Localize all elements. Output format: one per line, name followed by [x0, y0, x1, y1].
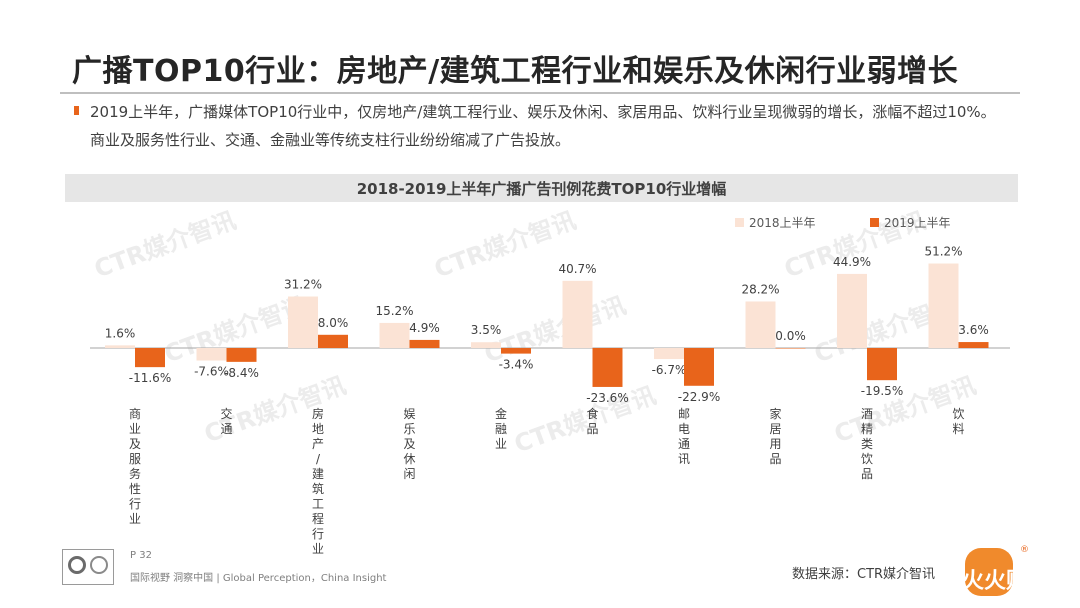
bar-2019 [867, 348, 897, 381]
footer-tagline: 国际视野 洞察中国 | Global Perception，China Insi… [130, 573, 387, 584]
data-label: -22.9% [678, 390, 720, 404]
bullet-text: 2019上半年，广播媒体TOP10行业中，仅房地产/建筑工程行业、娱乐及休闲、家… [90, 103, 996, 149]
data-label: -7.6% [194, 365, 229, 379]
chart-title: 2018-2019上半年广播广告刊例花费TOP10行业增幅 [356, 180, 727, 198]
data-label: 0.0% [775, 329, 806, 343]
data-label: 4.9% [409, 321, 440, 335]
data-label: -11.6% [129, 371, 171, 385]
bar-2018 [105, 345, 135, 348]
bar-2019 [592, 348, 623, 387]
data-label: 1.6% [105, 326, 136, 340]
bar-2019 [135, 348, 165, 368]
category-label: 家居用品 [769, 406, 781, 466]
bar-2018 [196, 348, 227, 361]
data-label: -8.4% [224, 366, 259, 380]
badge-icon [90, 556, 108, 574]
page-title: 广播TOP10行业：房地产/建筑工程行业和娱乐及休闲行业弱增长 [72, 54, 959, 89]
overlay-watermark-label: 火火财经 [962, 569, 1051, 594]
bar-2018 [928, 263, 959, 348]
data-label: 31.2% [284, 278, 322, 292]
data-label: 15.2% [375, 304, 413, 318]
category-label: 酒精类饮品 [861, 407, 873, 481]
data-label: -6.7% [652, 363, 687, 377]
bar-2018 [837, 273, 867, 348]
category-label: 商业及服务性行业 [129, 406, 141, 526]
category-label: 房地产/建筑工程行业 [312, 406, 324, 556]
data-source: 数据来源：CTR媒介智讯 [792, 567, 936, 582]
bar-2018 [745, 301, 776, 348]
certification-logo [62, 549, 114, 585]
brand-logo [965, 548, 1013, 596]
bar-2019 [775, 348, 806, 349]
legend-label: 2018上半年 [749, 216, 816, 230]
bar-2019 [501, 348, 531, 354]
bar-2019 [318, 334, 348, 348]
bar-2018 [379, 322, 410, 348]
legend-swatch [870, 218, 879, 227]
data-label: 40.7% [558, 262, 596, 276]
data-label: 8.0% [318, 316, 349, 330]
page-number: P 32 [130, 550, 152, 561]
bar-2018 [471, 342, 501, 348]
seal-icon [68, 556, 86, 574]
data-label: -3.4% [499, 358, 534, 372]
bar-2018 [654, 348, 684, 360]
data-label: 3.5% [471, 323, 502, 337]
data-label: -19.5% [861, 384, 903, 398]
bar-2019 [684, 348, 714, 386]
bar-2019 [226, 348, 257, 362]
category-label: 邮电通讯 [678, 407, 690, 466]
data-label: -23.6% [586, 391, 628, 405]
category-label: 食品 [586, 406, 598, 436]
registered-mark: ® [1020, 545, 1029, 555]
category-label: 饮料 [952, 407, 964, 436]
legend-swatch [735, 218, 744, 227]
data-label: 3.6% [958, 323, 989, 337]
category-label: 交通 [220, 406, 232, 436]
data-label: 44.9% [833, 255, 871, 269]
bar-2018 [562, 280, 593, 348]
chart-header-band: 2018-2019上半年广播广告刊例花费TOP10行业增幅 [65, 174, 1018, 202]
bar-2018 [288, 296, 318, 348]
category-label: 金融业 [495, 406, 507, 451]
data-label: 51.2% [924, 245, 962, 259]
bar-2019 [958, 342, 989, 348]
title-divider [60, 92, 1020, 94]
legend-label: 2019上半年 [884, 216, 951, 230]
category-label: 娱乐及休闲 [403, 407, 415, 481]
bar-2019 [409, 339, 440, 348]
bullet-marker [74, 106, 79, 115]
data-label: 28.2% [741, 282, 779, 296]
